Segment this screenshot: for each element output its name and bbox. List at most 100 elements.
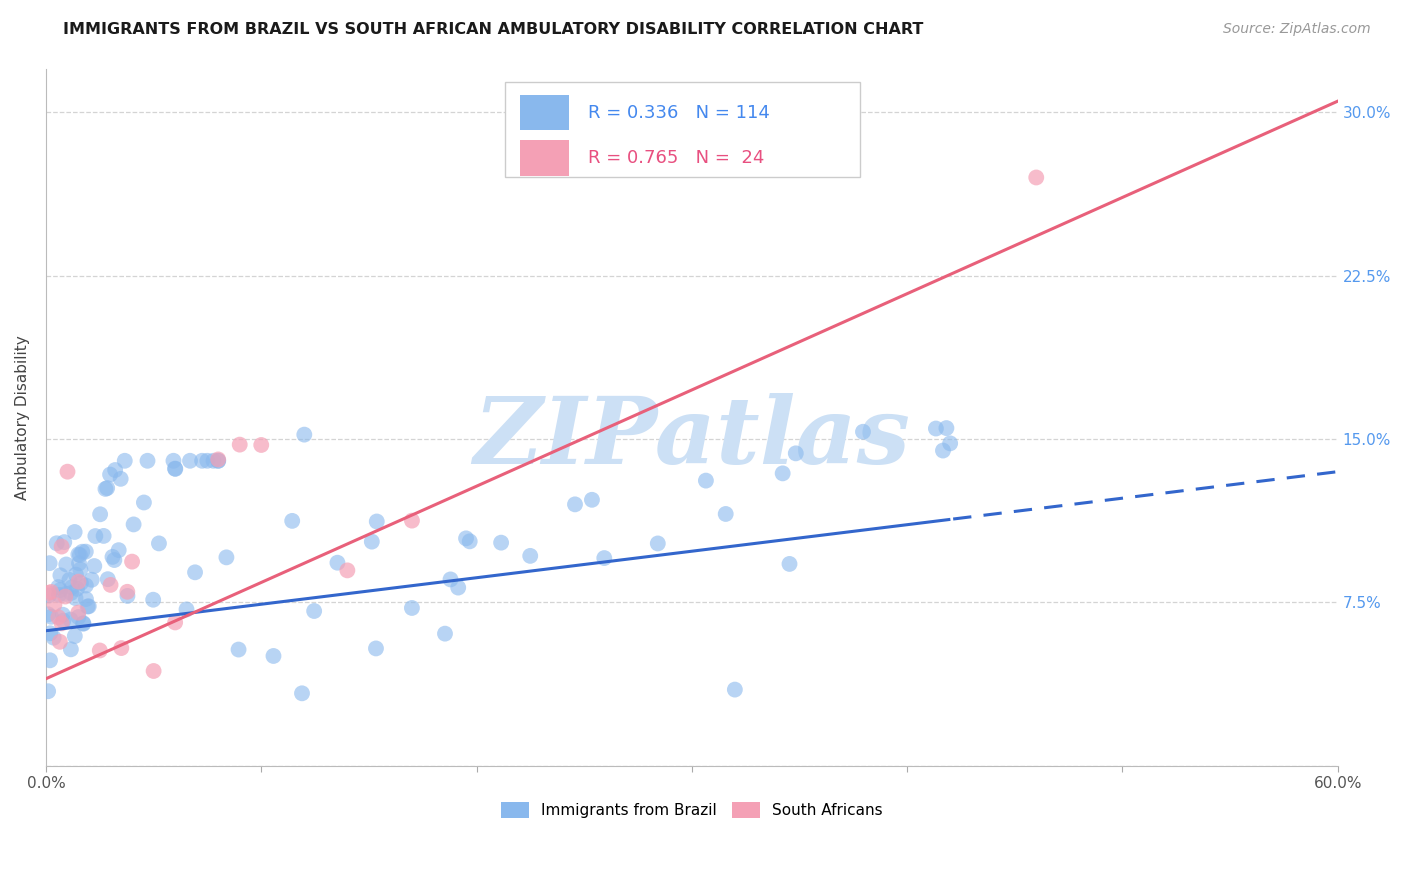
Point: [162, 454, 184, 468]
Point: [103, 553, 125, 567]
Point: [110, 472, 132, 486]
Point: [165, 615, 187, 630]
Point: [207, 454, 229, 468]
Point: [401, 514, 423, 528]
Point: [59, 642, 82, 657]
Point: [63, 524, 86, 539]
Point: [148, 536, 170, 550]
Point: [60, 586, 83, 600]
Point: [39, 609, 62, 624]
Point: [39, 653, 62, 667]
Point: [93, 529, 115, 543]
Point: [695, 474, 717, 488]
Point: [70, 576, 93, 591]
Legend: Immigrants from Brazil, South Africans: Immigrants from Brazil, South Africans: [495, 797, 889, 824]
Point: [581, 492, 603, 507]
Point: [51, 540, 73, 554]
Point: [281, 514, 304, 528]
Point: [42, 631, 65, 645]
Point: [250, 438, 273, 452]
Point: [77, 599, 100, 614]
Point: [96, 481, 118, 495]
Point: [165, 462, 187, 476]
Point: [48, 588, 70, 602]
Point: [925, 421, 948, 435]
Point: [117, 584, 139, 599]
Point: [44, 598, 66, 612]
Point: [52, 607, 75, 622]
Point: [714, 507, 737, 521]
Point: [179, 454, 201, 468]
Point: [58, 573, 80, 587]
Point: [336, 563, 359, 577]
Point: [215, 550, 238, 565]
Point: [51, 616, 73, 631]
Point: [1025, 170, 1047, 185]
Point: [49, 635, 72, 649]
Point: [75, 544, 97, 558]
Point: [98, 467, 121, 482]
Point: [101, 549, 124, 564]
Text: Source: ZipAtlas.com: Source: ZipAtlas.com: [1223, 22, 1371, 37]
Point: [66, 582, 89, 596]
Point: [72, 616, 94, 631]
Point: [83, 559, 105, 574]
Text: R = 0.336   N = 114: R = 0.336 N = 114: [589, 103, 770, 121]
Point: [37, 586, 59, 600]
Point: [291, 686, 314, 700]
Point: [263, 648, 285, 663]
Point: [110, 641, 132, 656]
Point: [165, 461, 187, 475]
Point: [121, 555, 143, 569]
Point: [49, 583, 72, 598]
Point: [53, 590, 76, 604]
Point: [852, 425, 875, 439]
Point: [75, 592, 97, 607]
Point: [59, 613, 82, 627]
Point: [439, 573, 461, 587]
Point: [114, 454, 136, 468]
Point: [228, 642, 250, 657]
Point: [202, 454, 225, 468]
Point: [132, 495, 155, 509]
Point: [647, 536, 669, 550]
FancyBboxPatch shape: [520, 95, 569, 130]
Point: [55, 587, 77, 601]
Point: [107, 543, 129, 558]
Point: [302, 604, 325, 618]
Point: [94, 482, 117, 496]
Point: [67, 556, 90, 570]
Point: [37, 607, 59, 622]
Point: [65, 567, 87, 582]
Point: [207, 454, 229, 468]
Point: [593, 551, 616, 566]
Point: [49, 568, 72, 582]
Point: [433, 626, 456, 640]
Point: [65, 591, 87, 606]
Point: [38, 589, 60, 603]
Point: [67, 574, 90, 589]
Point: [48, 610, 70, 624]
Point: [207, 452, 229, 467]
Point: [75, 578, 97, 592]
Point: [292, 427, 315, 442]
Point: [97, 572, 120, 586]
Point: [935, 421, 957, 435]
Point: [56, 465, 79, 479]
Point: [366, 515, 388, 529]
Point: [52, 614, 75, 628]
Point: [195, 454, 218, 468]
Point: [932, 443, 955, 458]
Point: [939, 436, 962, 450]
Point: [104, 463, 127, 477]
Point: [136, 454, 159, 468]
Point: [326, 556, 349, 570]
Point: [89, 508, 111, 522]
Point: [176, 602, 198, 616]
Point: [53, 535, 76, 549]
Point: [191, 454, 214, 468]
Point: [67, 606, 90, 620]
Point: [69, 548, 91, 562]
Point: [63, 629, 86, 643]
Point: [447, 581, 470, 595]
